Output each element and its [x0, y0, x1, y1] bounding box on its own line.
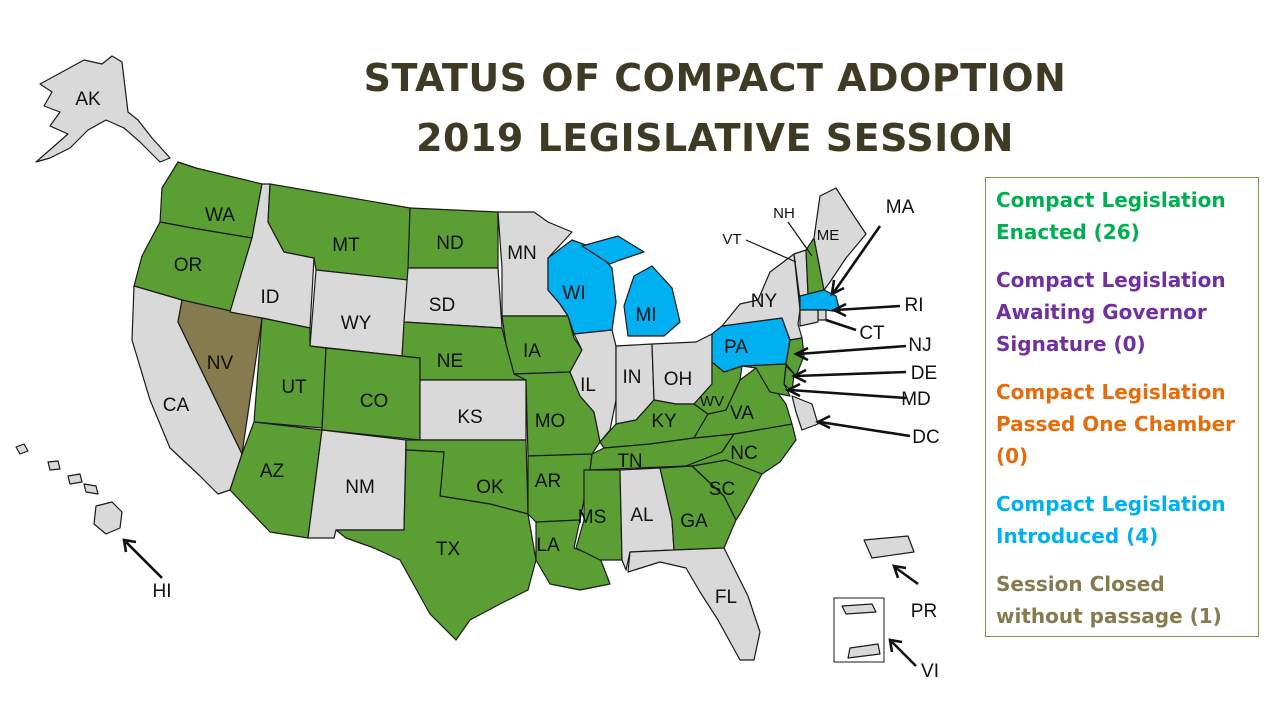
label-CO: CO — [360, 391, 389, 412]
label-VI: VI — [921, 661, 939, 682]
label-AK: AK — [75, 89, 101, 110]
label-DC: DC — [912, 427, 939, 448]
label-MA: MA — [886, 197, 915, 218]
label-CA: CA — [163, 395, 190, 416]
label-OK: OK — [476, 477, 504, 498]
label-NC: NC — [730, 443, 757, 464]
state-MI[interactable] — [581, 235, 681, 337]
callout-arrows — [122, 221, 919, 667]
map-title-line2: 2019 LEGISLATIVE SESSION — [416, 116, 1014, 160]
label-TX: TX — [436, 539, 461, 560]
state-HI[interactable] — [93, 501, 123, 535]
label-TN: TN — [617, 451, 642, 472]
label-NY: NY — [751, 291, 778, 312]
legend-item-passed-one-chamber: Compact Legislation Passed One Chamber (… — [996, 380, 1236, 468]
label-VT: VT — [722, 231, 741, 248]
state-CT[interactable] — [799, 309, 819, 327]
label-NM: NM — [345, 477, 375, 498]
state-IA[interactable] — [501, 315, 583, 375]
state-NC[interactable] — [685, 423, 797, 475]
label-WI: WI — [562, 283, 585, 304]
label-OH: OH — [664, 369, 693, 390]
label-RI: RI — [905, 295, 924, 316]
label-NE: NE — [437, 351, 463, 372]
label-KS: KS — [457, 407, 482, 428]
label-LA: LA — [536, 535, 560, 556]
label-ID: ID — [261, 287, 280, 308]
state-DC[interactable] — [791, 395, 819, 431]
label-AR: AR — [535, 471, 561, 492]
map-title-line1: STATUS OF COMPACT ADOPTION — [363, 56, 1067, 100]
label-UT: UT — [281, 377, 307, 398]
state-AK[interactable] — [35, 55, 171, 163]
label-MD: MD — [901, 389, 931, 410]
label-NH: NH — [773, 205, 795, 222]
state-LA[interactable] — [535, 519, 611, 591]
map-title: STATUS OF COMPACT ADOPTION 2019 LEGISLAT… — [300, 48, 1130, 168]
label-PA: PA — [724, 337, 748, 358]
label-MS: MS — [578, 507, 607, 528]
state-HI-islands — [15, 443, 123, 535]
legend-item-enacted: Compact Legislation Enacted (26) — [996, 188, 1226, 244]
legend-item-session-closed: Session Closed without passage (1) — [996, 572, 1222, 628]
label-AZ: AZ — [260, 461, 285, 482]
label-KY: KY — [651, 411, 677, 432]
label-HI: HI — [153, 581, 172, 602]
legend-item-introduced: Compact Legislation Introduced (4) — [996, 492, 1226, 548]
label-IL: IL — [580, 375, 596, 396]
label-FL: FL — [715, 587, 737, 608]
label-MO: MO — [535, 411, 566, 432]
label-IN: IN — [623, 367, 642, 388]
label-MI: MI — [635, 305, 656, 326]
state-MD[interactable] — [741, 363, 791, 397]
legend: Compact Legislation Enacted (26) Compact… — [985, 177, 1259, 637]
label-GA: GA — [680, 511, 708, 532]
state-NJ[interactable] — [785, 337, 805, 377]
state-ME[interactable] — [813, 187, 867, 291]
label-IA: IA — [523, 341, 541, 362]
label-SC: SC — [709, 479, 735, 500]
label-WY: WY — [341, 313, 372, 334]
label-ND: ND — [436, 233, 463, 254]
legend-item-awaiting-signature: Compact Legislation Awaiting Governor Si… — [996, 268, 1226, 356]
state-RI[interactable] — [817, 309, 827, 321]
label-SD: SD — [429, 295, 455, 316]
label-PR: PR — [911, 601, 937, 622]
label-VA: VA — [730, 403, 754, 424]
label-MN: MN — [507, 243, 537, 264]
state-labels: AK HI WA OR CA NV ID MT WY UT CO AZ NM N… — [75, 89, 939, 682]
label-OR: OR — [174, 255, 203, 276]
label-AL: AL — [630, 505, 653, 526]
label-DE: DE — [911, 363, 937, 384]
label-NJ: NJ — [908, 335, 931, 356]
label-WV: WV — [700, 393, 724, 410]
label-ME: ME — [817, 227, 840, 244]
label-NV: NV — [207, 353, 234, 374]
label-MT: MT — [332, 235, 360, 256]
state-TX[interactable] — [335, 449, 537, 641]
label-WA: WA — [205, 205, 235, 226]
state-VI[interactable] — [841, 603, 881, 659]
label-CT: CT — [859, 323, 885, 344]
state-PR[interactable] — [863, 535, 915, 559]
us-states-map: AK HI WA OR CA NV ID MT WY UT CO AZ NM N… — [15, 55, 940, 682]
state-FL[interactable] — [627, 547, 761, 661]
